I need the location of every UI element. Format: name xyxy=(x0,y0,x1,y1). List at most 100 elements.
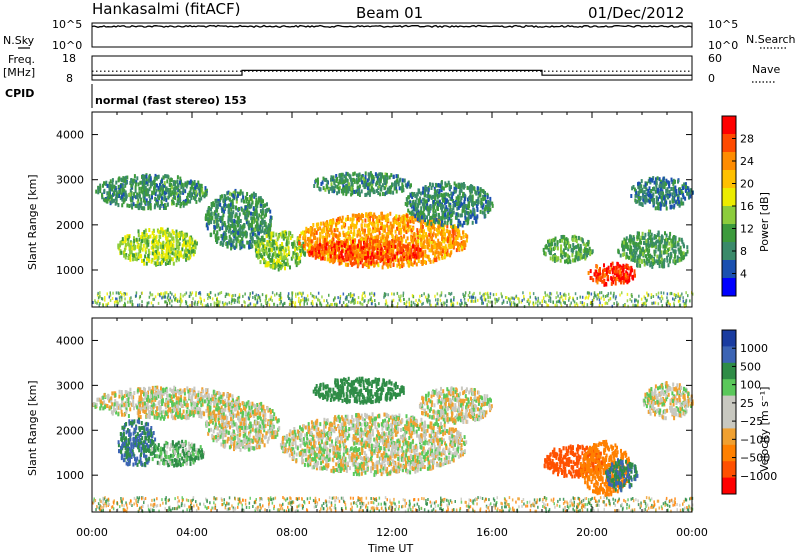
heatmap-cell xyxy=(392,263,395,267)
heatmap-cell xyxy=(431,215,434,220)
heatmap-cell xyxy=(645,239,648,244)
heatmap-cell xyxy=(678,258,681,263)
heatmap-cell xyxy=(131,246,134,251)
heatmap-cell xyxy=(283,233,286,238)
heatmap-cell xyxy=(669,251,672,256)
heatmap-cell xyxy=(251,239,254,244)
heatmap-cell xyxy=(464,204,467,208)
freq-left-label-2: [MHz] xyxy=(3,66,35,79)
heatmap-cell xyxy=(193,181,196,186)
heatmap-cell xyxy=(182,254,185,259)
heatmap-cell xyxy=(140,206,143,210)
heatmap-cell xyxy=(456,202,458,206)
heatmap-cell xyxy=(378,184,381,189)
heatmap-cell xyxy=(464,209,467,214)
heatmap-cell xyxy=(400,227,403,232)
heatmap-cell xyxy=(634,244,636,249)
heatmap-cell xyxy=(138,249,141,254)
heatmap-cell xyxy=(168,194,171,199)
heatmap-cell xyxy=(362,214,364,218)
heatmap-cell xyxy=(356,180,359,185)
heatmap-cell xyxy=(247,240,250,245)
heatmap-cell xyxy=(150,240,153,245)
heatmap-cell xyxy=(556,246,559,251)
heatmap-cell xyxy=(443,222,446,227)
heatmap-cell xyxy=(231,224,234,229)
heatmap-cell xyxy=(359,247,362,252)
heatmap-cell xyxy=(546,245,549,250)
heatmap-cell xyxy=(440,188,443,193)
heatmap-cell xyxy=(296,241,299,246)
heatmap-cell xyxy=(291,244,294,249)
heatmap-cell xyxy=(653,252,656,257)
heatmap-cell xyxy=(658,194,661,199)
heatmap-cell xyxy=(459,213,462,218)
heatmap-cell xyxy=(182,237,185,242)
heatmap-cell xyxy=(435,258,438,263)
heatmap-cell xyxy=(335,174,338,178)
heatmap-cell xyxy=(201,187,204,191)
heatmap-cell xyxy=(138,205,141,210)
heatmap-cell xyxy=(405,230,408,234)
heatmap-cell xyxy=(216,214,219,219)
heatmap-cell xyxy=(152,245,155,249)
heatmap-cell xyxy=(365,182,368,187)
heatmap-cell xyxy=(254,224,257,229)
heatmap-cell xyxy=(245,231,248,236)
heatmap-cell xyxy=(379,175,382,180)
heatmap-cell xyxy=(421,252,424,257)
heatmap-cell xyxy=(652,241,655,246)
heatmap-cell xyxy=(178,253,181,258)
heatmap-cell xyxy=(269,219,272,223)
heatmap-cell xyxy=(439,184,442,189)
heatmap-cell xyxy=(372,179,375,184)
heatmap-cell xyxy=(175,191,178,196)
heatmap-cell xyxy=(119,196,122,201)
heatmap-cell xyxy=(229,225,232,230)
heatmap-cell xyxy=(130,250,133,255)
heatmap-cell xyxy=(248,196,251,201)
heatmap-cell xyxy=(640,248,643,253)
heatmap-cell xyxy=(453,224,456,229)
heatmap-cell xyxy=(444,248,447,253)
heatmap-cell xyxy=(158,251,161,256)
heatmap-cell xyxy=(336,176,339,181)
heatmap-cell xyxy=(198,191,201,196)
heatmap-cell xyxy=(241,228,244,233)
heatmap-cell xyxy=(184,182,187,187)
heatmap-cell xyxy=(404,226,407,231)
heatmap-cell xyxy=(433,192,436,197)
heatmap-cell xyxy=(263,238,266,243)
heatmap-cell xyxy=(255,218,258,223)
heatmap-cell xyxy=(400,219,402,224)
heatmap-cell xyxy=(641,190,644,195)
heatmap-cell xyxy=(260,200,263,204)
heatmap-cell xyxy=(451,212,454,217)
heatmap-cell xyxy=(679,245,682,250)
heatmap-cell xyxy=(377,176,379,181)
heatmap-cell xyxy=(438,225,441,230)
heatmap-cell xyxy=(163,206,165,210)
heatmap-cell xyxy=(427,198,430,202)
heatmap-cell xyxy=(333,256,336,261)
heatmap-cell xyxy=(596,264,599,269)
heatmap-cell xyxy=(210,220,213,225)
heatmap-cell xyxy=(144,228,147,233)
heatmap-cell xyxy=(435,212,438,217)
heatmap-cell xyxy=(268,235,271,240)
heatmap-cell xyxy=(363,252,366,257)
heatmap-cell xyxy=(345,239,348,243)
heatmap-cell xyxy=(348,253,350,258)
heatmap-cell xyxy=(338,189,340,194)
heatmap-cell xyxy=(241,243,244,248)
heatmap-cell xyxy=(454,189,457,194)
heatmap-cell xyxy=(461,223,464,228)
heatmap-cell xyxy=(360,174,363,179)
heatmap-cell xyxy=(316,244,319,248)
heatmap-cell xyxy=(245,234,248,239)
heatmap-cell xyxy=(481,188,484,193)
heatmap-cell xyxy=(123,247,126,252)
heatmap-cell xyxy=(415,195,418,200)
heatmap-cell xyxy=(349,260,352,265)
heatmap-cell xyxy=(642,249,645,254)
